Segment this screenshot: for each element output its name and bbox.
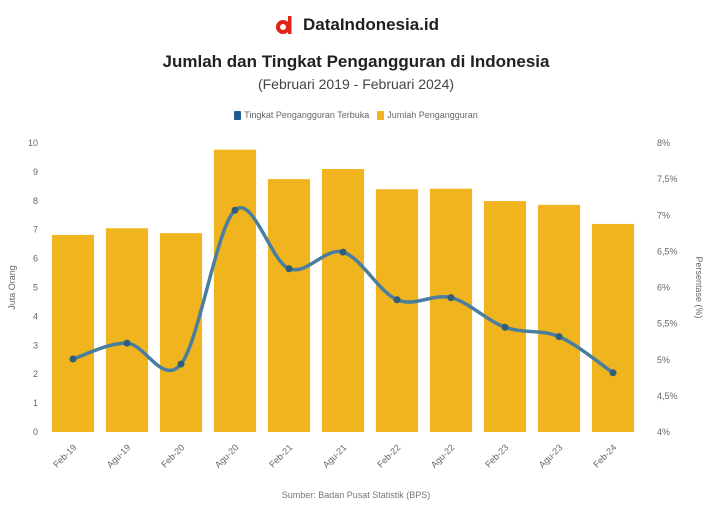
bar[interactable]: [105, 228, 149, 432]
line-point[interactable]: [501, 323, 509, 331]
chart-source: Sumber: Badan Pusat Statistik (BPS): [281, 490, 431, 500]
y2-tick-label: 5%: [657, 355, 670, 365]
y-axis-title: Juta Orang: [7, 265, 17, 310]
x-tick-label: Agu-23: [537, 442, 565, 470]
x-tick-label: Feb-24: [591, 442, 618, 469]
bar[interactable]: [483, 201, 527, 432]
y-tick-label: 1: [33, 398, 38, 408]
dataindonesia-logo-icon: [275, 16, 292, 34]
y-tick-label: 5: [33, 283, 38, 293]
bar[interactable]: [321, 169, 365, 432]
y-tick-label: 3: [33, 340, 38, 350]
bar[interactable]: [51, 234, 95, 432]
y2-tick-label: 7,5%: [657, 174, 678, 184]
legend-label-bar: Jumlah Pengangguran: [387, 110, 478, 120]
line-point[interactable]: [285, 265, 293, 273]
bar[interactable]: [213, 149, 257, 432]
line-series: [69, 206, 617, 377]
bar[interactable]: [375, 189, 419, 432]
y2-tick-label: 4%: [657, 427, 670, 437]
legend-item-bar[interactable]: Jumlah Pengangguran: [377, 110, 478, 120]
brand-name: DataIndonesia.id: [302, 15, 440, 34]
x-tick-label: Agu-19: [105, 442, 133, 470]
y2-tick-label: 5,5%: [657, 319, 678, 329]
line-point[interactable]: [447, 294, 455, 302]
y-tick-label: 2: [33, 369, 38, 379]
x-tick-label: Feb-21: [267, 442, 294, 469]
y-tick-label: 0: [33, 427, 38, 437]
line-point[interactable]: [339, 248, 347, 256]
bar-series: [51, 149, 635, 432]
y-tick-label: 8: [33, 196, 38, 206]
x-tick-label: Feb-19: [51, 442, 78, 469]
x-tick-label: Agu-22: [429, 442, 457, 470]
line-point[interactable]: [231, 206, 239, 214]
line-point[interactable]: [609, 369, 617, 377]
x-tick-label: Agu-21: [321, 442, 349, 470]
y-tick-label: 10: [28, 138, 38, 148]
y2-tick-label: 4,5%: [657, 391, 678, 401]
legend-swatch-bar: [377, 110, 385, 120]
chart-subtitle: (Februari 2019 - Februari 2024): [257, 76, 455, 92]
y2-tick-label: 6,5%: [657, 246, 678, 256]
line-path: [72, 206, 614, 375]
chart-legend: Tingkat Pengangguran Terbuka Jumlah Peng…: [0, 110, 712, 120]
y2-tick-label: 7%: [657, 210, 670, 220]
x-tick-label: Agu-20: [213, 442, 241, 470]
y2-tick-label: 8%: [657, 138, 670, 148]
y-tick-label: 6: [33, 254, 38, 264]
x-axis: Feb-19 Agu-19 Feb-20 Agu-20 Feb-21 Agu-21 Feb-…: [51, 442, 618, 470]
y-axis-left: 0 1 2 3 4 5 6 7 8 9 10: [28, 138, 38, 437]
y-axis-right: 4% 4,5% 5% 5,5% 6% 6,5% 7% 7,5% 8%: [657, 138, 678, 437]
line-point[interactable]: [69, 355, 77, 363]
bar[interactable]: [591, 223, 635, 432]
x-tick-label: Feb-23: [483, 442, 510, 469]
y2-tick-label: 6%: [657, 283, 670, 293]
line-point[interactable]: [393, 296, 401, 304]
x-tick-label: Feb-22: [375, 442, 402, 469]
bar[interactable]: [429, 188, 473, 432]
y-tick-label: 9: [33, 167, 38, 177]
line-point[interactable]: [123, 339, 131, 347]
chart-title: Jumlah dan Tingkat Pengangguran di Indon…: [162, 52, 550, 71]
legend-label-line: Tingkat Pengangguran Terbuka: [244, 110, 370, 120]
y-tick-label: 4: [33, 311, 38, 321]
y2-axis-title: Persentase (%): [694, 256, 704, 318]
x-tick-label: Feb-20: [159, 442, 186, 469]
bar[interactable]: [267, 179, 311, 432]
legend-item-line[interactable]: Tingkat Pengangguran Terbuka: [234, 110, 369, 120]
brand: DataIndonesia.id: [0, 14, 712, 36]
legend-swatch-line: [234, 110, 242, 120]
bar[interactable]: [537, 204, 581, 432]
line-point[interactable]: [177, 360, 185, 368]
line-point[interactable]: [555, 333, 563, 341]
y-tick-label: 7: [33, 225, 38, 235]
